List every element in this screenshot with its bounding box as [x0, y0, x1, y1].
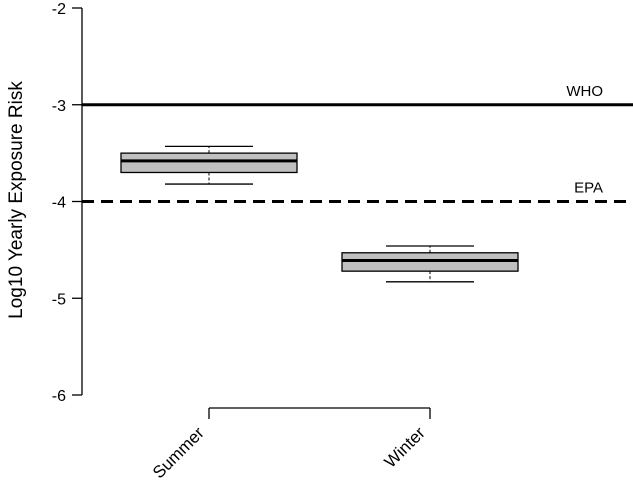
- y-tick-label: -5: [52, 291, 66, 308]
- y-tick-label: -4: [52, 195, 66, 212]
- y-tick-label: -3: [52, 98, 66, 115]
- reference-lines: WHO EPA: [82, 83, 633, 203]
- y-tick-label: -2: [52, 1, 66, 18]
- reference-label-epa: EPA: [574, 180, 603, 197]
- y-ticks: -2 -3 -4 -5 -6: [52, 1, 82, 405]
- y-tick-label: -6: [52, 388, 66, 405]
- boxes: [120, 145, 519, 283]
- reference-label-who: WHO: [566, 83, 603, 100]
- box-summer: [120, 152, 298, 174]
- x-axis: Summer Winter: [149, 407, 431, 482]
- x-tick-label-summer: Summer: [149, 423, 208, 482]
- y-axis-title: Log10 Yearly Exposure Risk: [6, 81, 27, 319]
- x-tick-label-winter: Winter: [381, 423, 429, 471]
